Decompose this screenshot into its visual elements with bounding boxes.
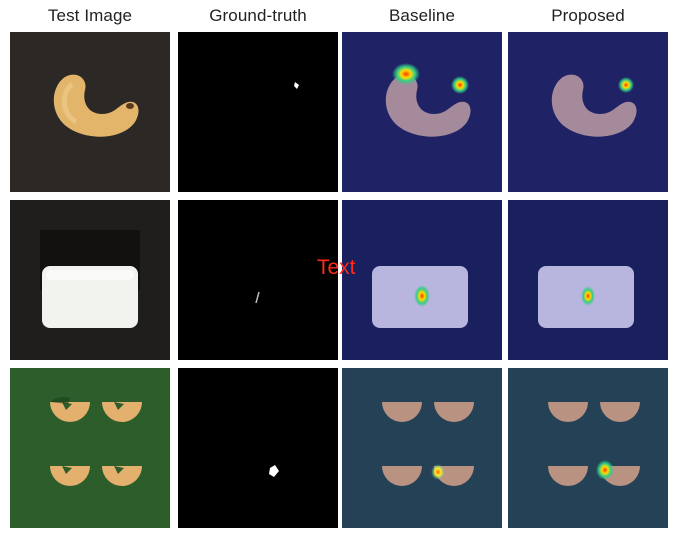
pasta-image [10,368,170,528]
row1-ground-truth [178,32,338,192]
column-title-test-image: Test Image [47,6,133,25]
row1-proposed [508,32,668,192]
row3-baseline [342,368,502,528]
cashew-image [10,32,170,192]
overlay-text-label: Text [317,256,356,279]
row2-proposed [508,200,668,360]
row2-test-image [10,200,170,360]
baseline-heatmap [342,368,502,528]
column-title-baseline: Baseline [388,6,455,25]
ground-truth-mask [178,200,338,360]
pill-image [10,200,170,360]
baseline-heatmap [342,200,502,360]
row1-baseline [342,32,502,192]
row2-baseline [342,200,502,360]
column-title-ground-truth: Ground-truth [209,6,307,25]
column-title-proposed: Proposed [551,6,625,25]
proposed-heatmap [508,200,668,360]
proposed-heatmap [508,368,668,528]
proposed-heatmap [508,32,668,192]
ground-truth-mask [178,368,338,528]
row2-ground-truth [178,200,338,360]
row3-ground-truth [178,368,338,528]
ground-truth-mask [178,32,338,192]
row1-test-image [10,32,170,192]
row3-test-image [10,368,170,528]
row3-proposed [508,368,668,528]
baseline-heatmap [342,32,502,192]
